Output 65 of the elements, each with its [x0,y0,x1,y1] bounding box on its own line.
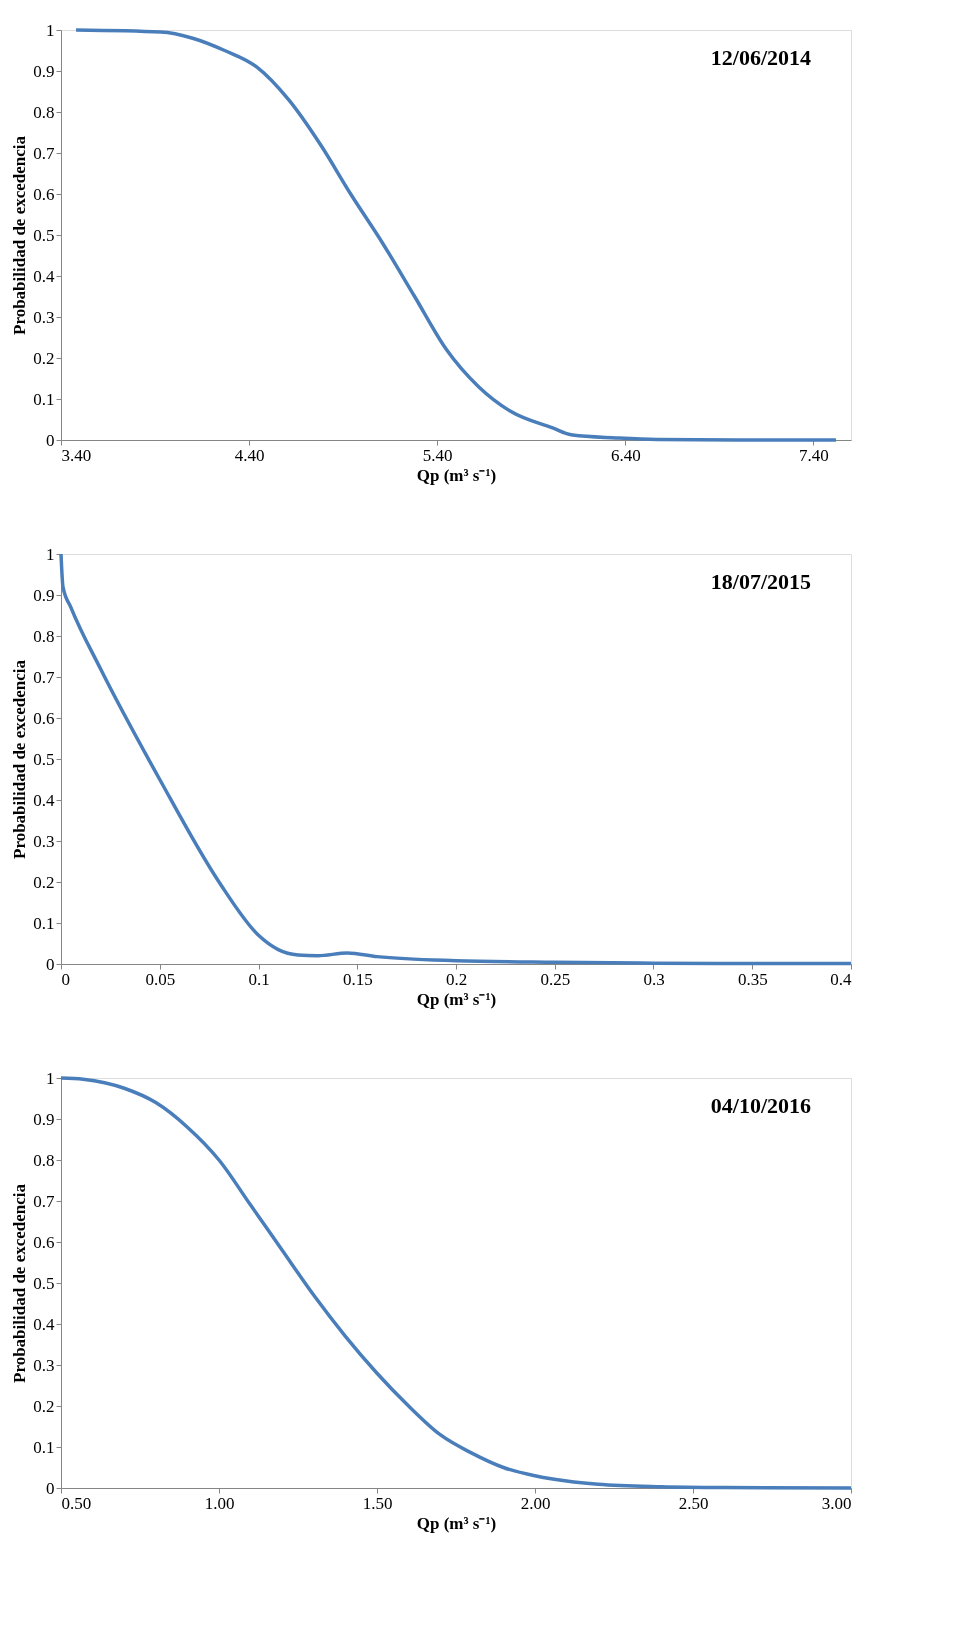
y-tick-label: 1 [46,20,55,40]
x-tick-label: 0.2 [445,969,468,989]
annotation: 18/07/2015 [710,569,811,594]
y-tick-label: 0.9 [33,585,55,605]
annotation: 12/06/2014 [710,45,811,70]
y-tick-label: 0 [46,1478,55,1498]
x-tick-label: 3.40 [61,445,92,465]
y-tick-label: 0.8 [33,1150,55,1170]
x-axis-title: Qp (m³ s⁻¹) [416,989,497,1009]
x-axis-title: Qp (m³ s⁻¹) [416,1513,497,1533]
x-tick-label: 0.15 [342,969,373,989]
y-tick-label: 0.6 [33,708,55,728]
y-axis-title: Probabilidad de excedencia [10,659,30,859]
x-tick-label: 2.50 [678,1493,709,1513]
y-tick-label: 0.9 [33,1109,55,1129]
line-series [59,1076,853,1490]
annotation: 04/10/2016 [710,1093,811,1118]
y-tick-label: 0.7 [33,667,55,687]
y-tick-label: 0.4 [33,1314,55,1334]
x-tick-label: 6.40 [610,445,641,465]
line-series [74,28,838,442]
y-tick-label: 0.5 [33,1273,55,1293]
y-tick-label: 0.3 [33,307,55,327]
y-tick-label: 0.5 [33,749,55,769]
y-tick-label: 0.6 [33,1232,55,1252]
x-tick-label: 0.05 [145,969,176,989]
x-tick-label: 0.25 [540,969,571,989]
y-tick-label: 0.1 [33,389,55,409]
x-tick-label: 5.40 [422,445,453,465]
y-axis-title: Probabilidad de excedencia [10,135,30,335]
y-tick-label: 0.3 [33,831,55,851]
x-tick-label: 0.4 [830,969,852,989]
y-tick-label: 0.2 [33,348,55,368]
y-tick-label: 0.3 [33,1355,55,1375]
line-series [59,552,853,966]
x-axis-title: Qp (m³ s⁻¹) [416,465,497,485]
y-tick-label: 0.4 [33,266,55,286]
y-tick-label: 1 [46,1068,55,1088]
y-tick-label: 0 [46,954,55,974]
x-tick-label: 0 [61,969,70,989]
x-tick-label: 0.50 [61,1493,92,1513]
x-tick-label: 0.35 [737,969,768,989]
x-tick-label: 7.40 [799,445,829,465]
y-axis-title: Probabilidad de excedencia [10,1183,30,1383]
x-tick-label: 2.00 [520,1493,551,1513]
y-tick-label: 0.2 [33,1396,55,1416]
x-tick-label: 3.00 [821,1493,852,1513]
y-tick-label: 0.8 [33,102,55,122]
y-tick-label: 1 [46,544,55,564]
y-tick-label: 0.6 [33,184,55,204]
y-tick-label: 0.9 [33,61,55,81]
y-tick-label: 0.7 [33,143,55,163]
y-tick-label: 0.1 [33,913,55,933]
y-tick-label: 0.4 [33,790,55,810]
y-tick-label: 0.7 [33,1191,55,1211]
y-tick-label: 0 [46,430,55,450]
y-tick-label: 0.8 [33,626,55,646]
x-tick-label: 0.3 [643,969,665,989]
x-tick-label: 1.50 [362,1493,393,1513]
x-tick-label: 0.1 [248,969,270,989]
x-tick-label: 4.40 [234,445,265,465]
x-tick-label: 1.00 [204,1493,235,1513]
y-tick-label: 0.5 [33,225,55,245]
y-tick-label: 0.1 [33,1437,55,1457]
y-tick-label: 0.2 [33,872,55,892]
